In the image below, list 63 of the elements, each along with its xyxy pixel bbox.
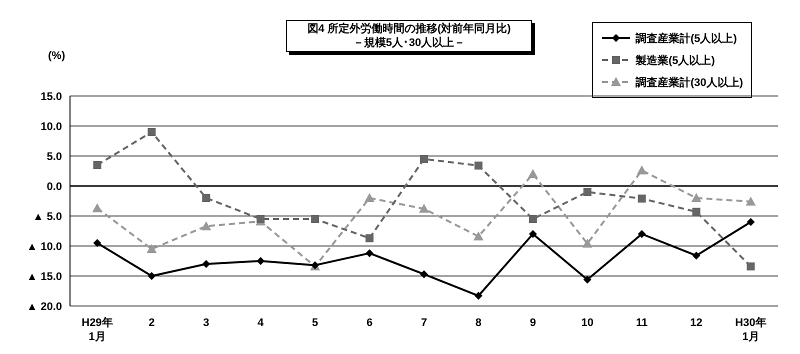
x-tick-label: 3 (203, 317, 210, 329)
x-tick-label: 7 (420, 317, 428, 329)
x-tick-label: 6 (366, 317, 373, 329)
point (366, 234, 374, 242)
point (419, 204, 429, 213)
point (582, 238, 592, 248)
y-tick-label: ▲ 20.0 (26, 300, 62, 313)
x-tick-label: 8 (475, 317, 482, 329)
x-tick-label: 4 (258, 317, 265, 329)
y-tick-label: 10.0 (40, 120, 62, 133)
point (420, 270, 428, 278)
x-tick-label: 5 (312, 317, 318, 329)
point (93, 161, 102, 169)
legend-label: 製造業(5人以上) (635, 54, 715, 68)
legend-label: 調査産業計(30人以上) (635, 76, 743, 90)
y-tick-label: 5.0 (46, 150, 62, 163)
point (364, 193, 375, 202)
x-tick-label: 2 (148, 317, 155, 329)
y-axis-title: (%) (48, 50, 66, 62)
point (638, 194, 646, 203)
y-tick-label: ▲ 10.0 (26, 240, 62, 253)
x-tick-label: 12 (690, 317, 702, 329)
y-tick-label: 15.0 (40, 90, 62, 103)
point (636, 165, 647, 174)
point (692, 208, 700, 216)
point (473, 231, 484, 240)
point (746, 218, 755, 226)
point (201, 221, 212, 230)
point (202, 194, 210, 202)
point (148, 272, 156, 280)
point (256, 215, 265, 223)
point (92, 203, 102, 212)
point (420, 155, 428, 163)
point (256, 257, 265, 265)
point (528, 215, 537, 223)
point (146, 244, 157, 253)
chart-subtitle: －規模5人･30人以上－ (352, 36, 466, 50)
point (691, 193, 702, 202)
x-tick-label: 9 (530, 317, 536, 329)
point (583, 276, 592, 284)
point (474, 162, 482, 170)
legend-label: 調査産業計(5人以上) (635, 32, 737, 46)
point (528, 230, 537, 238)
point (746, 262, 755, 270)
point (583, 188, 592, 196)
point (202, 260, 210, 268)
point (692, 252, 700, 260)
chart-title: 図4 所定外労働時間の推移(対前年同月比) (306, 22, 512, 36)
y-tick-label: ▲ 5.0 (32, 210, 62, 223)
point (474, 292, 482, 300)
point (528, 169, 538, 178)
point (746, 196, 756, 206)
x-tick-label: 11 (636, 317, 648, 329)
x-tick-label: 10 (581, 317, 594, 329)
point (311, 215, 320, 223)
x-tick-label: H29年 1月 (82, 316, 113, 343)
point (366, 249, 374, 258)
point (93, 239, 102, 247)
y-tick-label: ▲ 15.0 (26, 270, 62, 283)
y-tick-label: 0.0 (46, 180, 62, 193)
point (638, 230, 646, 238)
x-tick-label: H30年 1月 (735, 316, 766, 343)
point (148, 128, 156, 136)
